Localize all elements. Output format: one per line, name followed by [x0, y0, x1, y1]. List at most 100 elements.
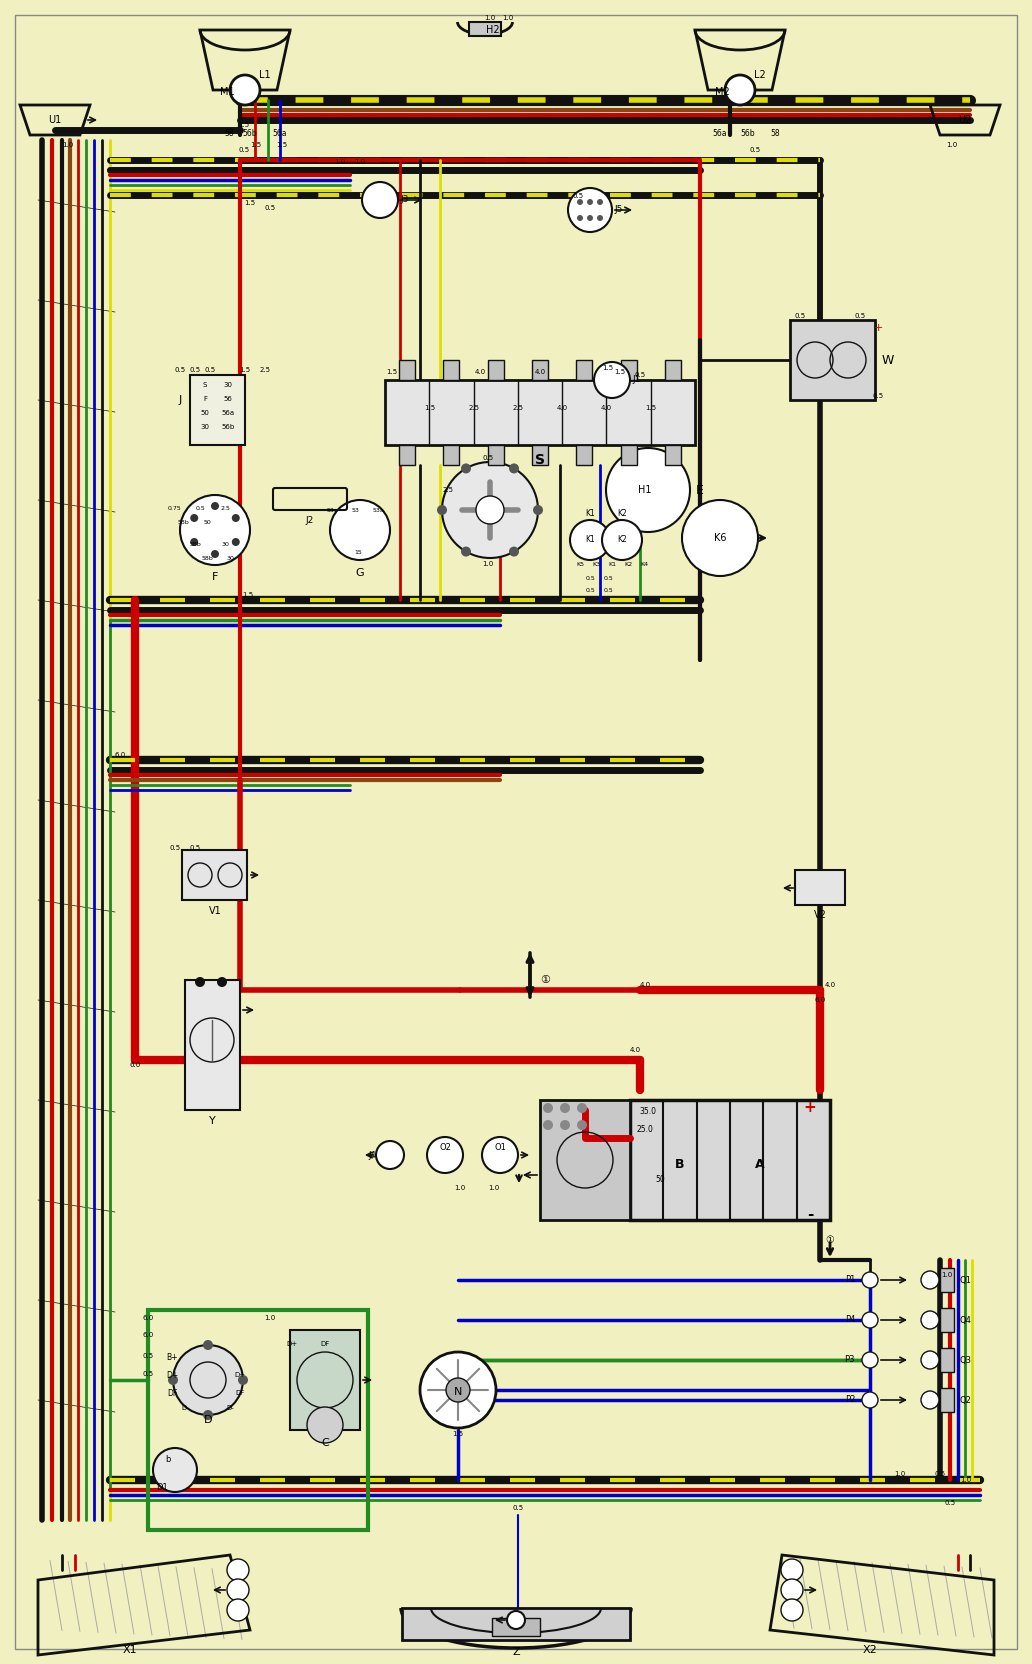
Text: B: B: [675, 1158, 685, 1171]
Circle shape: [577, 1120, 587, 1130]
Bar: [444, 444, 459, 464]
Text: U1: U1: [49, 115, 62, 125]
Text: D-: D-: [226, 1404, 234, 1411]
Circle shape: [227, 1599, 249, 1621]
Text: Z: Z: [512, 1647, 520, 1657]
Bar: [795, 870, 845, 905]
Text: J4: J4: [368, 1150, 376, 1160]
Circle shape: [577, 1103, 587, 1113]
Text: 56a: 56a: [272, 128, 287, 138]
Text: Y: Y: [208, 1117, 216, 1127]
Text: 1.0: 1.0: [960, 1478, 971, 1483]
Text: 1.5: 1.5: [603, 364, 614, 371]
Text: 1.5: 1.5: [614, 369, 625, 374]
Text: 58b: 58b: [178, 519, 189, 524]
Circle shape: [862, 1311, 878, 1328]
Text: 1.5: 1.5: [386, 369, 397, 374]
Text: 0.5: 0.5: [749, 146, 761, 153]
Text: Q2: Q2: [960, 1396, 972, 1404]
Text: 6.0: 6.0: [115, 752, 126, 759]
Circle shape: [560, 1120, 570, 1130]
Circle shape: [862, 1393, 878, 1408]
Text: 1.0: 1.0: [503, 15, 514, 22]
Text: A: A: [755, 1158, 765, 1171]
Circle shape: [862, 1271, 878, 1288]
Text: C: C: [321, 1438, 329, 1448]
Bar: [940, 1308, 954, 1331]
Text: 4.0: 4.0: [601, 404, 612, 411]
Circle shape: [446, 1378, 470, 1403]
Text: 0.5: 0.5: [190, 845, 200, 850]
Text: L2: L2: [754, 70, 766, 80]
Bar: [630, 1100, 830, 1220]
Circle shape: [362, 181, 398, 218]
Text: 25.0: 25.0: [637, 1125, 653, 1135]
Bar: [940, 1268, 954, 1291]
Text: 2.5: 2.5: [469, 404, 479, 411]
Text: 1.0: 1.0: [946, 141, 958, 148]
Circle shape: [420, 1351, 496, 1428]
Text: D+: D+: [234, 1373, 246, 1378]
Bar: [185, 980, 240, 1110]
Circle shape: [587, 215, 593, 221]
Circle shape: [570, 519, 610, 561]
Text: 0.5: 0.5: [169, 845, 181, 850]
Text: 0.5: 0.5: [482, 454, 493, 461]
Text: 1.0: 1.0: [895, 1471, 906, 1478]
Bar: [190, 374, 245, 444]
Text: 1.5: 1.5: [452, 1431, 463, 1438]
Text: 50: 50: [655, 1175, 665, 1185]
Text: 0.5: 0.5: [795, 313, 806, 319]
Bar: [533, 444, 548, 464]
Circle shape: [560, 1103, 570, 1113]
Text: M2: M2: [714, 87, 730, 97]
Circle shape: [781, 1559, 803, 1581]
Circle shape: [543, 1120, 553, 1130]
Text: 1.0: 1.0: [482, 561, 493, 567]
Circle shape: [476, 496, 504, 524]
Text: 0.5: 0.5: [603, 576, 613, 581]
Circle shape: [211, 503, 219, 509]
Text: 4.0: 4.0: [475, 369, 486, 374]
Circle shape: [203, 1340, 213, 1350]
Text: K2: K2: [617, 536, 626, 544]
Text: J3: J3: [400, 195, 409, 205]
Circle shape: [543, 1103, 553, 1113]
Circle shape: [190, 537, 198, 546]
Circle shape: [682, 499, 757, 576]
Text: O2: O2: [439, 1143, 451, 1153]
Text: 2.5: 2.5: [220, 506, 230, 511]
Text: 1.5: 1.5: [277, 141, 288, 148]
Text: K4: K4: [640, 561, 648, 566]
Text: K5: K5: [576, 561, 584, 566]
Text: 53e: 53e: [326, 508, 337, 513]
Circle shape: [862, 1351, 878, 1368]
Text: 56: 56: [224, 396, 232, 403]
Bar: [148, 1310, 368, 1529]
Circle shape: [921, 1391, 939, 1409]
Circle shape: [577, 200, 583, 205]
Text: 0.5: 0.5: [585, 576, 594, 581]
Text: 1.0: 1.0: [484, 15, 495, 22]
Text: +: +: [804, 1100, 816, 1115]
Circle shape: [596, 215, 603, 221]
Text: Q4: Q4: [960, 1316, 972, 1325]
Text: ①: ①: [540, 975, 550, 985]
Bar: [540, 1100, 630, 1220]
Text: K3: K3: [592, 561, 600, 566]
Circle shape: [596, 200, 603, 205]
Text: 30: 30: [226, 556, 234, 561]
Text: 1.5: 1.5: [251, 141, 261, 148]
Text: 1.0: 1.0: [62, 141, 73, 148]
Circle shape: [153, 1448, 197, 1493]
Text: 6.0: 6.0: [814, 997, 826, 1003]
Text: b: b: [165, 1456, 170, 1464]
Text: V1: V1: [208, 905, 222, 915]
Text: DF: DF: [235, 1389, 245, 1396]
Text: K1: K1: [585, 536, 594, 544]
Text: K1: K1: [585, 509, 594, 519]
Text: 0.5: 0.5: [174, 368, 186, 373]
Text: 30: 30: [200, 424, 209, 429]
Circle shape: [482, 1137, 518, 1173]
Text: DF: DF: [320, 1341, 329, 1346]
